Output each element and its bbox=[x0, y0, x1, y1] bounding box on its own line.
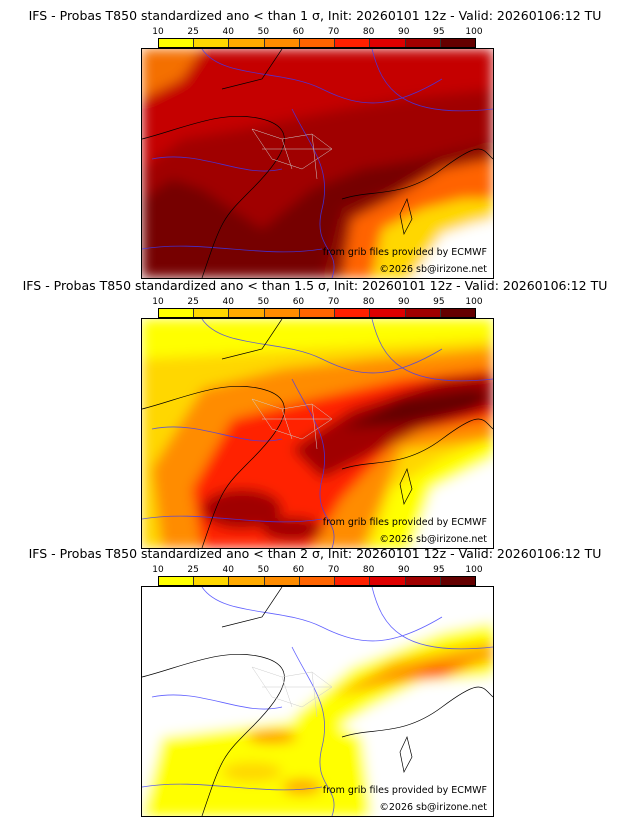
colorbar-segment bbox=[229, 577, 265, 585]
colorbar-segment bbox=[405, 39, 441, 47]
copyright: ©2026 sb@irizone.net bbox=[379, 802, 487, 813]
colorbar bbox=[158, 38, 476, 48]
colorbar-segment bbox=[264, 309, 300, 317]
colorbar-segment bbox=[405, 577, 441, 585]
colorbar-ticks: 10 25 40 50 60 70 80 90 95 100 bbox=[152, 27, 482, 37]
colorbar-segment bbox=[370, 577, 406, 585]
colorbar-tick: 95 bbox=[433, 565, 445, 575]
colorbar-tick: 70 bbox=[327, 27, 340, 37]
colorbar-segment bbox=[370, 39, 406, 47]
colorbar-segment bbox=[440, 39, 475, 47]
source-credit: from grib files provided by ECMWF bbox=[322, 247, 487, 258]
colorbar-segment bbox=[229, 309, 265, 317]
probability-map[interactable]: from grib files provided by ECMWF ©2026 … bbox=[141, 48, 494, 279]
source-credit: from grib files provided by ECMWF bbox=[322, 785, 487, 796]
colorbar-tick: 10 bbox=[152, 297, 164, 307]
probability-field bbox=[142, 587, 493, 816]
source-credit: from grib files provided by ECMWF bbox=[322, 517, 487, 528]
colorbar-segment bbox=[264, 577, 300, 585]
colorbar-tick: 80 bbox=[362, 565, 375, 575]
colorbar-tick: 25 bbox=[187, 297, 199, 307]
colorbar-ticks: 10 25 40 50 60 70 80 90 95 100 bbox=[152, 297, 482, 307]
colorbar-segment bbox=[264, 39, 300, 47]
colorbar-tick: 25 bbox=[187, 565, 199, 575]
copyright: ©2026 sb@irizone.net bbox=[379, 534, 487, 545]
colorbar-segment bbox=[335, 309, 371, 317]
colorbar-tick: 80 bbox=[362, 297, 375, 307]
colorbar-segment bbox=[194, 39, 230, 47]
colorbar-tick: 40 bbox=[222, 27, 234, 37]
probability-map[interactable]: from grib files provided by ECMWF ©2026 … bbox=[141, 586, 494, 817]
colorbar-tick: 50 bbox=[257, 565, 270, 575]
colorbar-segment bbox=[335, 39, 371, 47]
colorbar-segment bbox=[194, 309, 230, 317]
colorbar-ticks: 10 25 40 50 60 70 80 90 95 100 bbox=[152, 565, 482, 575]
colorbar-tick: 60 bbox=[292, 297, 305, 307]
copyright: ©2026 sb@irizone.net bbox=[379, 264, 487, 275]
colorbar-tick: 100 bbox=[465, 565, 483, 575]
colorbar-tick: 40 bbox=[222, 297, 234, 307]
colorbar-tick: 100 bbox=[465, 297, 483, 307]
colorbar-segment bbox=[440, 577, 475, 585]
panel-1-5sigma: IFS - Probas T850 standardized ano < tha… bbox=[0, 278, 630, 549]
colorbar-tick: 50 bbox=[257, 27, 270, 37]
panel-title: IFS - Probas T850 standardized ano < tha… bbox=[28, 8, 602, 23]
colorbar-tick: 90 bbox=[398, 565, 410, 575]
colorbar-tick: 80 bbox=[362, 27, 375, 37]
colorbar-segment bbox=[440, 309, 475, 317]
colorbar-tick: 60 bbox=[292, 565, 305, 575]
colorbar-tick: 60 bbox=[292, 27, 305, 37]
colorbar-segment bbox=[159, 309, 195, 317]
colorbar-segment bbox=[159, 39, 195, 47]
panel-1sigma: IFS - Probas T850 standardized ano < tha… bbox=[0, 8, 630, 279]
colorbar bbox=[158, 308, 476, 318]
colorbar bbox=[158, 576, 476, 586]
probability-field bbox=[142, 319, 493, 548]
probability-map[interactable]: from grib files provided by ECMWF ©2026 … bbox=[141, 318, 494, 549]
panel-2sigma: IFS - Probas T850 standardized ano < tha… bbox=[0, 546, 630, 817]
colorbar-tick: 40 bbox=[222, 565, 234, 575]
panel-title: IFS - Probas T850 standardized ano < tha… bbox=[28, 546, 602, 561]
colorbar-segment bbox=[335, 577, 371, 585]
colorbar-segment bbox=[299, 577, 336, 585]
colorbar-tick: 25 bbox=[187, 27, 199, 37]
colorbar-segment bbox=[405, 309, 441, 317]
panel-title: IFS - Probas T850 standardized ano < tha… bbox=[22, 278, 608, 293]
colorbar-tick: 90 bbox=[398, 27, 410, 37]
colorbar-tick: 70 bbox=[327, 297, 340, 307]
probability-field bbox=[142, 49, 493, 278]
colorbar-segment bbox=[299, 309, 336, 317]
colorbar-tick: 50 bbox=[257, 297, 270, 307]
colorbar-tick: 95 bbox=[433, 27, 445, 37]
colorbar-segment bbox=[299, 39, 336, 47]
colorbar-tick: 10 bbox=[152, 27, 164, 37]
colorbar-tick: 90 bbox=[398, 297, 410, 307]
colorbar-tick: 10 bbox=[152, 565, 164, 575]
colorbar-tick: 100 bbox=[465, 27, 483, 37]
colorbar-tick: 70 bbox=[327, 565, 340, 575]
colorbar-segment bbox=[370, 309, 406, 317]
colorbar-segment bbox=[194, 577, 230, 585]
colorbar-tick: 95 bbox=[433, 297, 445, 307]
colorbar-segment bbox=[229, 39, 265, 47]
colorbar-segment bbox=[159, 577, 195, 585]
